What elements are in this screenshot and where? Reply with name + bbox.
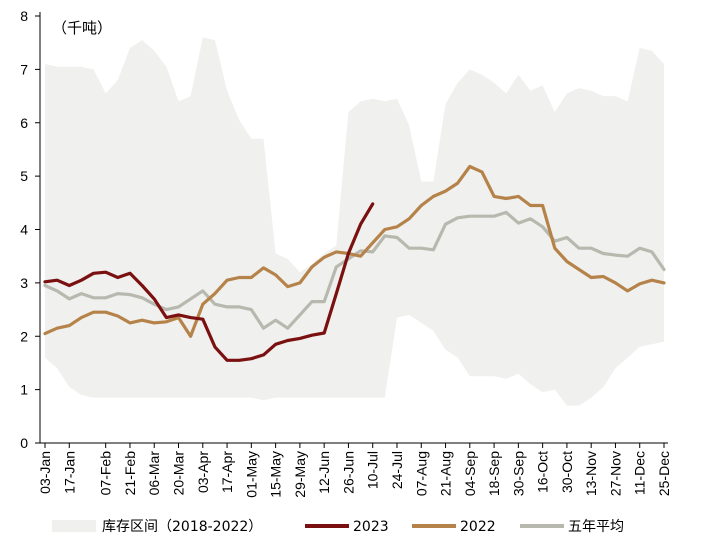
y-tick-label: 1	[20, 382, 28, 398]
x-tick-label: 30-Sep	[510, 451, 526, 496]
x-tick-label: 18-Sep	[486, 451, 502, 496]
x-tick-label: 03-Apr	[195, 451, 211, 493]
legend-label: 五年平均	[568, 519, 624, 535]
x-tick-label: 29-May	[292, 451, 308, 498]
x-tick-label: 17-Apr	[219, 451, 235, 493]
y-tick-label: 6	[20, 115, 28, 131]
range-band-layer	[45, 37, 664, 406]
x-tick-label: 03-Jan	[37, 451, 53, 494]
series-line-2022	[43, 164, 666, 338]
series-line-2023	[43, 202, 375, 362]
legend-label: 2022	[460, 519, 496, 535]
x-tick-label: 11-Dec	[632, 451, 648, 495]
x-tick-label: 01-May	[243, 451, 259, 498]
x-tick-label: 06-Mar	[146, 451, 162, 496]
legend-label: 2023	[353, 519, 389, 535]
x-tick-label: 21-Feb	[122, 451, 138, 496]
x-tick-label: 10-Jul	[365, 451, 381, 489]
y-tick-label: 0	[20, 435, 28, 451]
x-tick-label: 12-Jun	[316, 451, 332, 494]
y-tick-label: 2	[20, 328, 28, 344]
x-tick-label: 26-Jun	[340, 451, 356, 494]
x-tick-label: 25-Dec	[656, 451, 672, 496]
y-tick-label: 7	[20, 61, 28, 77]
x-tick-label: 07-Feb	[98, 451, 114, 496]
legend: 库存区间（2018-2022） 2023 2022 五年平均	[52, 519, 624, 535]
unit-label: （千吨）	[52, 19, 112, 37]
legend-swatch-band	[52, 520, 96, 532]
x-tick-label: 27-Nov	[607, 451, 623, 496]
x-tick-label: 20-Mar	[171, 451, 187, 496]
y-tick-label: 5	[20, 168, 28, 184]
y-tick-label: 8	[20, 8, 28, 24]
axis-layer: 0 1 2 3 4 5 6 7 8 03-Jan 17-Jan 07-Feb 21-Feb 06-Mar 2…	[20, 8, 672, 498]
legend-label: 库存区间（2018-2022）	[102, 519, 262, 535]
series-layer	[43, 164, 666, 362]
x-tick-label: 16-Oct	[535, 451, 551, 493]
x-tick-label: 07-Aug	[413, 451, 429, 496]
x-tick-label: 30-Oct	[559, 451, 575, 493]
range-band-area	[45, 37, 664, 406]
label-layer: （千吨）	[52, 19, 112, 37]
x-tick-label: 13-Nov	[583, 451, 599, 496]
x-tick-label: 21-Aug	[438, 451, 454, 496]
x-tick-label: 04-Sep	[462, 451, 478, 496]
y-tick-label: 3	[20, 275, 28, 291]
x-tick-label: 24-Jul	[389, 451, 405, 489]
x-tick-label: 15-May	[268, 451, 284, 498]
y-tick-label: 4	[20, 222, 28, 238]
x-tick-label: 17-Jan	[61, 451, 77, 494]
